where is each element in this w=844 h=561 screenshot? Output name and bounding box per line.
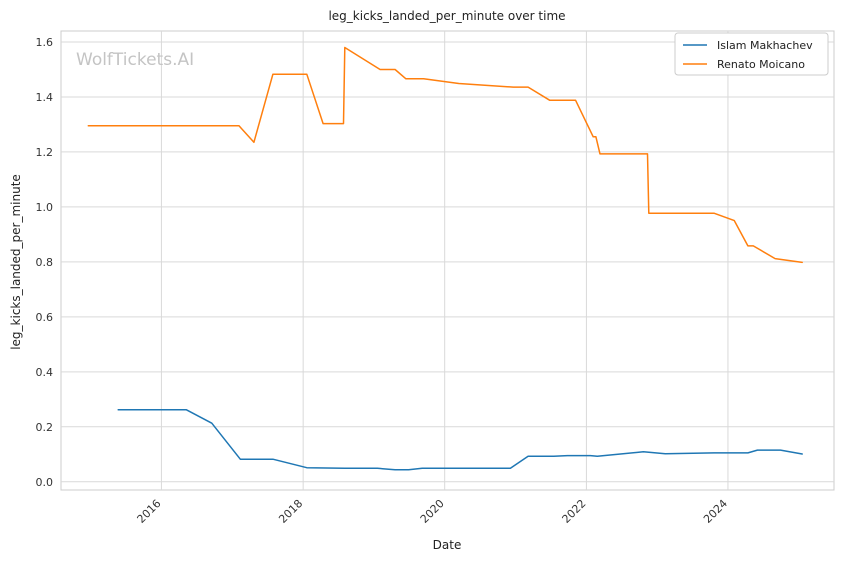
legend-label-islam-makhachev: Islam Makhachev — [717, 39, 813, 52]
y-tick-label: 0.2 — [36, 421, 54, 434]
y-tick-label: 1.0 — [36, 201, 54, 214]
plot-frame — [60, 30, 835, 491]
series-line-renato-moicano — [87, 46, 803, 264]
x-axis-title: Date — [433, 538, 462, 552]
series-line-islam-makhachev — [117, 408, 803, 471]
legend: Islam Makhachev Renato Moicano — [674, 32, 829, 76]
y-tick-label: 0.0 — [36, 476, 54, 489]
y-tick-label: 1.6 — [36, 36, 54, 49]
watermark: WolfTickets.AI — [76, 50, 194, 70]
y-tick-label: 0.8 — [36, 256, 54, 269]
y-tick-label: 1.4 — [36, 91, 54, 104]
y-tick-label: 0.4 — [36, 366, 54, 379]
series-lines — [87, 46, 803, 471]
legend-box — [674, 32, 829, 76]
legend-label-renato-moicano: Renato Moicano — [717, 58, 805, 71]
y-tick-label: 0.6 — [36, 311, 54, 324]
y-axis-title: leg_kicks_landed_per_minute — [9, 174, 23, 350]
y-tick-label: 1.2 — [36, 146, 54, 159]
chart-title: leg_kicks_landed_per_minute over time — [328, 9, 565, 23]
